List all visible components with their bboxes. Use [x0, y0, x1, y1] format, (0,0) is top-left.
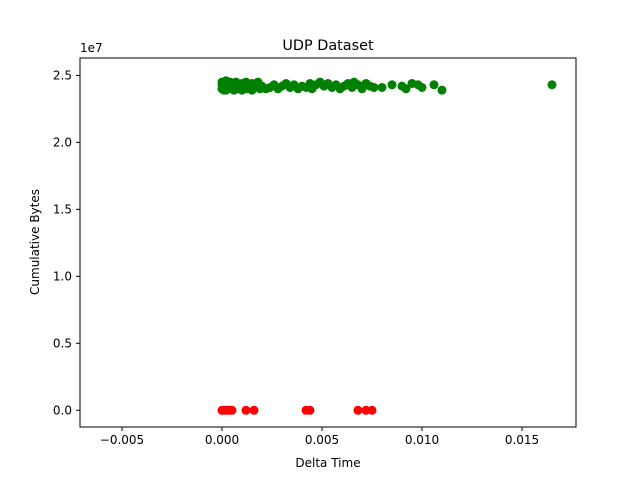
data-point	[305, 405, 315, 415]
plot-area	[217, 76, 557, 415]
data-point	[387, 80, 397, 90]
data-point	[353, 405, 363, 415]
chart-title: UDP Dataset	[282, 38, 374, 54]
x-tick-label: 0.015	[505, 433, 539, 447]
data-point	[417, 82, 427, 92]
data-point	[369, 82, 379, 92]
data-point	[227, 405, 237, 415]
x-tick-label: 0.000	[205, 433, 239, 447]
axes-frame	[79, 57, 577, 428]
y-tick-label: 1.0	[53, 269, 72, 283]
x-tick-label: 0.010	[405, 433, 439, 447]
y-tick-label: 2.0	[53, 135, 72, 149]
data-point	[377, 82, 387, 92]
y-tick-label: 2.5	[53, 68, 72, 82]
data-point	[429, 80, 439, 90]
data-point	[241, 405, 251, 415]
x-tick-label: −0.005	[100, 433, 144, 447]
data-point	[547, 80, 557, 90]
y-tick-label: 0.0	[53, 403, 72, 417]
x-axis-title: Delta Time	[295, 456, 360, 470]
data-point	[249, 405, 259, 415]
x-tick-label: 0.005	[305, 433, 339, 447]
y-tick-label: 0.5	[53, 336, 72, 350]
y-offset-label: 1e7	[80, 41, 103, 55]
data-point	[401, 84, 411, 94]
data-point	[437, 85, 447, 95]
y-tick-label: 1.5	[53, 202, 72, 216]
y-axis-title: Cumulative Bytes	[28, 189, 42, 295]
data-point	[367, 405, 377, 415]
